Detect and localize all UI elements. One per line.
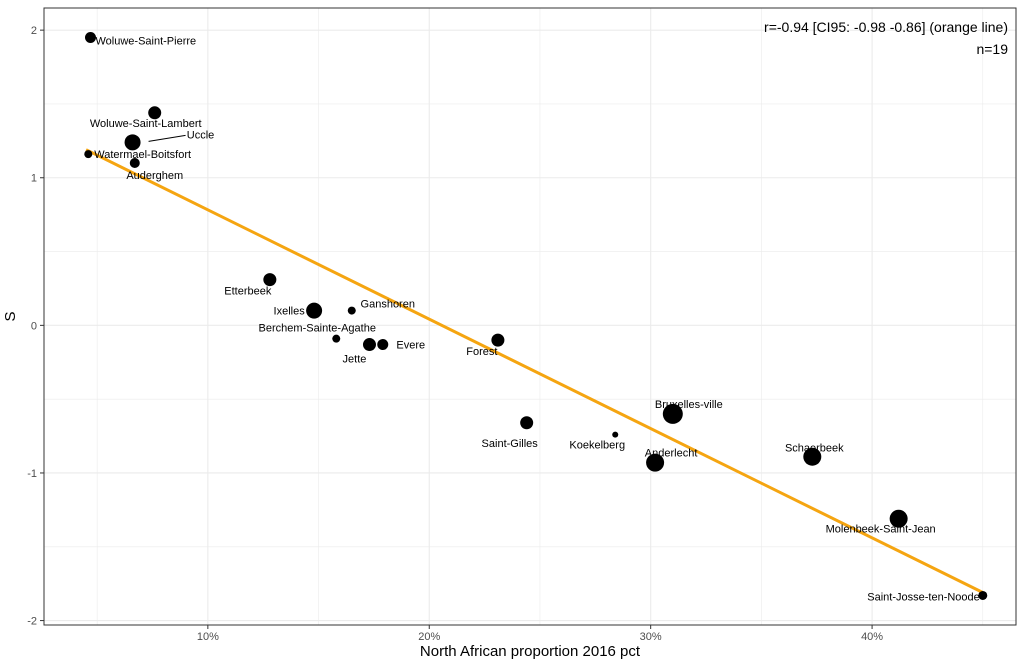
point-label: Auderghem: [126, 170, 183, 182]
y-tick-label: 0: [31, 320, 37, 332]
regression-line: [85, 148, 984, 594]
data-point: [84, 32, 96, 44]
data-point: [306, 302, 323, 319]
axes: 10% 20% 30% 40% -2 -1 0 1 2: [27, 25, 883, 643]
x-axis-title: North African proportion 2016 pct: [420, 643, 641, 660]
data-point: [148, 106, 162, 120]
y-tick-label: -1: [27, 468, 37, 480]
point-label: Ganshoren: [361, 299, 415, 311]
data-point: [347, 306, 356, 315]
point-label: Evere: [396, 340, 425, 352]
data-points: [84, 32, 988, 600]
n-annotation: n=19: [976, 41, 1008, 57]
point-label: Etterbeek: [224, 286, 272, 298]
point-label: Woluwe-Saint-Lambert: [90, 118, 202, 130]
correlation-annotation: r=-0.94 [CI95: -0.98 -0.86] (orange line…: [764, 19, 1008, 35]
point-label: Saint-Josse-ten-Noode: [867, 591, 980, 603]
data-point: [803, 447, 822, 466]
data-point: [520, 416, 534, 430]
grid: [44, 8, 1016, 625]
point-labels: Woluwe-Saint-Pierre Woluwe-Saint-LambertU…: [90, 36, 980, 604]
y-tick-label: -2: [27, 616, 37, 628]
point-label: Forest: [466, 346, 497, 358]
data-point: [889, 509, 908, 528]
x-tick-label: 30%: [640, 631, 662, 643]
data-point: [662, 403, 683, 424]
point-label: Anderlecht: [645, 448, 698, 460]
data-point: [978, 590, 988, 600]
point-label: Watermael-Boitsfort: [94, 149, 191, 161]
data-point: [362, 338, 376, 352]
y-tick-label: 2: [31, 25, 37, 37]
x-tick-label: 40%: [861, 631, 883, 643]
point-label: Berchem-Sainte-Agathe: [259, 323, 376, 335]
x-tick-label: 20%: [418, 631, 440, 643]
point-label: Jette: [343, 354, 367, 366]
point-label: Woluwe-Saint-Pierre: [95, 36, 196, 48]
x-tick-label: 10%: [197, 631, 219, 643]
data-point: [646, 453, 665, 472]
point-label: Ixelles: [274, 306, 306, 318]
y-axis-title: S: [2, 311, 19, 321]
data-point: [332, 334, 341, 343]
y-tick-label: 1: [31, 173, 37, 185]
point-label: Uccle: [187, 129, 215, 141]
data-point: [491, 333, 505, 347]
label-leader-line: [148, 134, 186, 142]
data-point: [129, 157, 140, 168]
point-label: Bruxelles-ville: [655, 399, 723, 411]
data-point: [377, 339, 389, 351]
point-label: Molenbeek-Saint-Jean: [826, 524, 936, 536]
data-point: [612, 431, 619, 438]
data-point: [263, 273, 277, 287]
point-label: Schaerbeek: [785, 443, 844, 455]
data-point: [84, 150, 93, 159]
data-point: [124, 134, 141, 151]
plot-panel: [43, 7, 1017, 626]
point-label: Saint-Gilles: [482, 438, 539, 450]
point-label: Koekelberg: [569, 440, 625, 452]
